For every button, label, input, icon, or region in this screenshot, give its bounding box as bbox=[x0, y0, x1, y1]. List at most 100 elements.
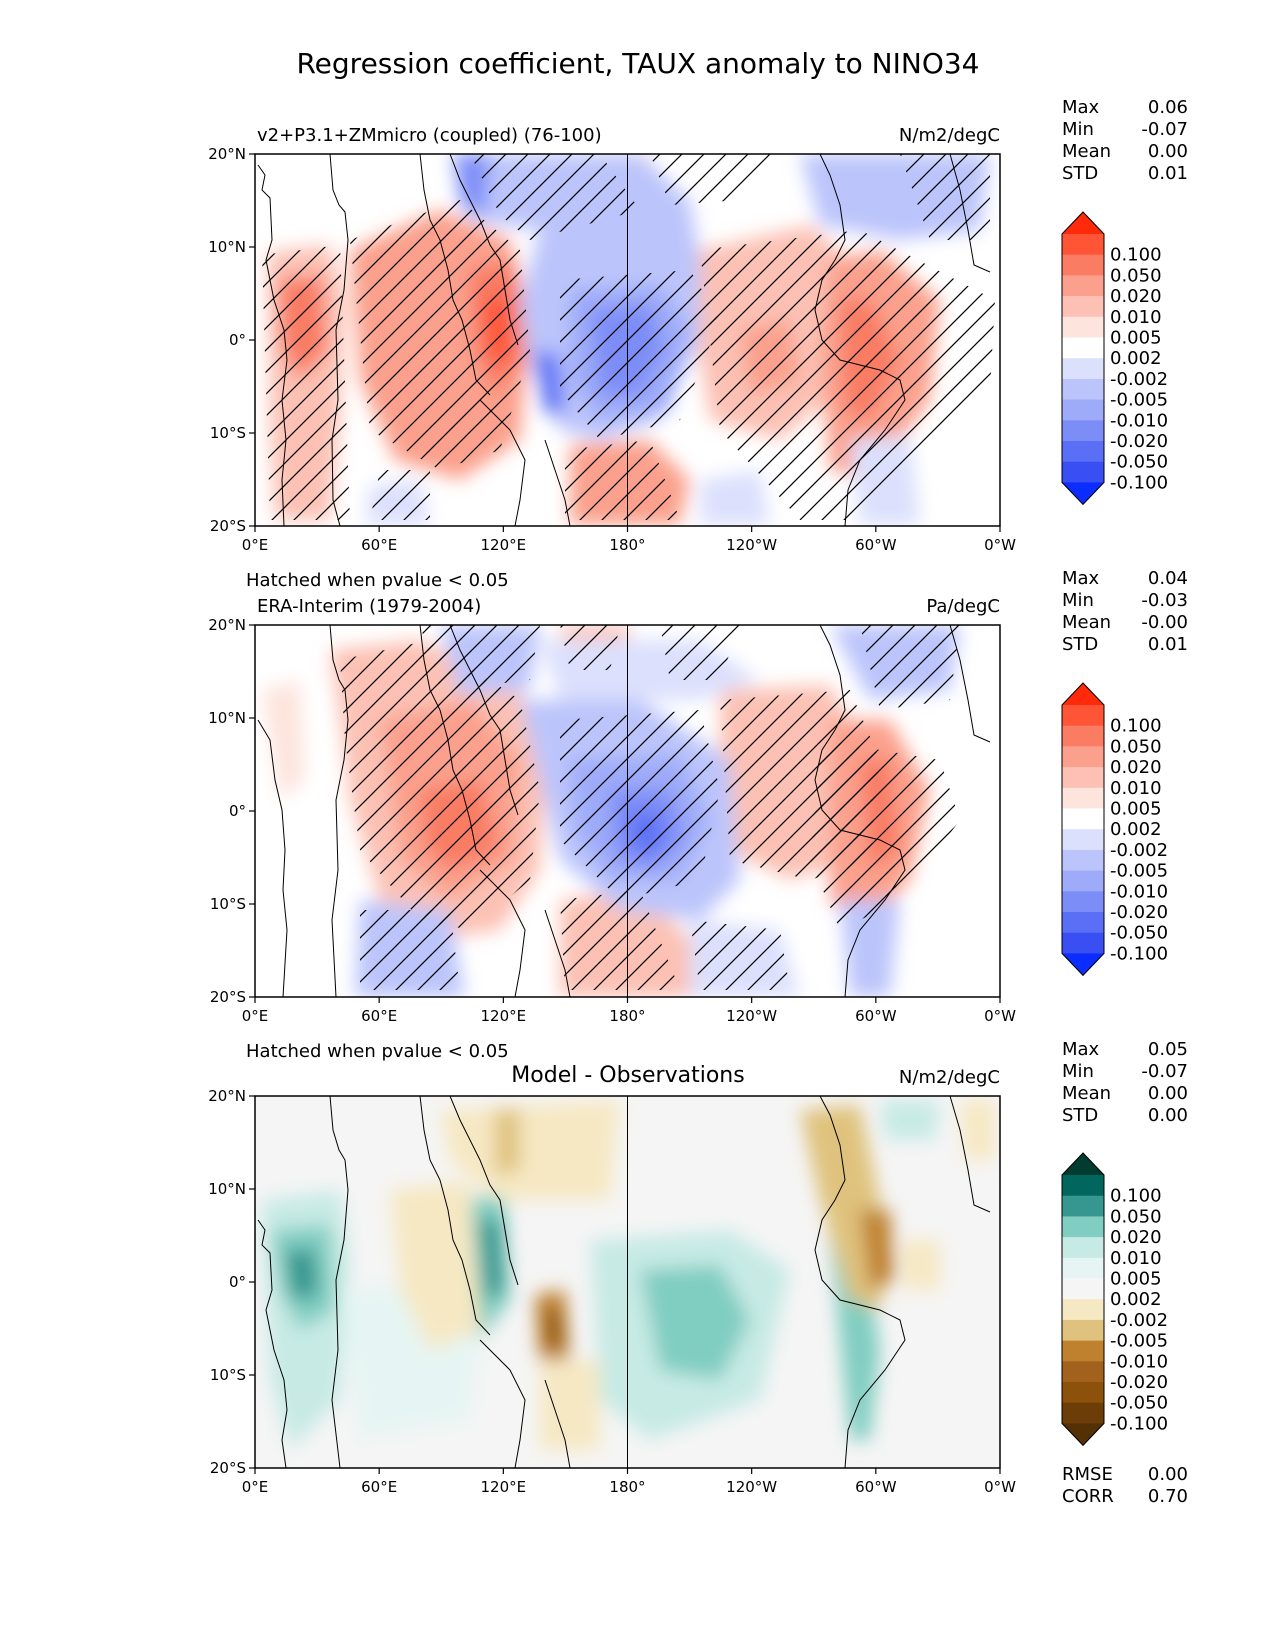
colorbar-label: -0.010 bbox=[1110, 881, 1168, 902]
colorbar: 0.1000.0500.0200.0100.0050.002-0.002-0.0… bbox=[1061, 1152, 1168, 1447]
x-tick-label: 120°E bbox=[481, 1007, 527, 1025]
colorbar-extend-top bbox=[1062, 212, 1104, 234]
colorbar-outline bbox=[1061, 1152, 1105, 1447]
colorbar-label: -0.020 bbox=[1110, 1372, 1168, 1393]
colorbar-label: -0.020 bbox=[1110, 902, 1168, 923]
y-tick-label: 10°S bbox=[210, 895, 246, 913]
contour-se-neg bbox=[700, 470, 770, 525]
colorbar-label: 0.100 bbox=[1110, 716, 1162, 737]
coastlines bbox=[257, 154, 991, 526]
colorbar-band bbox=[1062, 254, 1104, 276]
x-tick-label: 60°E bbox=[361, 536, 397, 554]
stat-value: 0.00 bbox=[1148, 1083, 1188, 1104]
colorbar-label: 0.050 bbox=[1110, 265, 1162, 286]
colorbar-band bbox=[1062, 932, 1104, 954]
y-tick-label: 0° bbox=[229, 802, 246, 820]
colorbar-band bbox=[1062, 746, 1104, 768]
colorbar-extend-bottom bbox=[1062, 482, 1104, 505]
panel-model: v2+P3.1+ZMmicro (coupled) (76-100) N/m2/… bbox=[208, 97, 1188, 554]
stat-label: STD bbox=[1062, 163, 1098, 184]
colorbar-band bbox=[1062, 725, 1104, 747]
colorbar-band bbox=[1062, 787, 1104, 809]
colorbar-band bbox=[1062, 461, 1104, 483]
colorbar-band bbox=[1062, 1402, 1104, 1424]
y-tick-label: 10°N bbox=[208, 1180, 246, 1198]
contour-mc-teal-core bbox=[478, 1220, 505, 1300]
page-title: Regression coefficient, TAUX anomaly to … bbox=[296, 47, 979, 80]
stat-value: 0.05 bbox=[1148, 1039, 1188, 1060]
colorbar-band bbox=[1062, 1299, 1104, 1321]
stat-value: 0.70 bbox=[1148, 1486, 1188, 1507]
x-tick-label: 60°W bbox=[855, 536, 897, 554]
stat-value: -0.07 bbox=[1141, 119, 1188, 140]
y-tick-label: 20°N bbox=[208, 145, 246, 163]
colorbar-band bbox=[1062, 358, 1104, 380]
colorbar-band bbox=[1062, 1257, 1104, 1279]
panel-title: v2+P3.1+ZMmicro (coupled) (76-100) bbox=[257, 125, 602, 146]
colorbar-label: -0.005 bbox=[1110, 861, 1168, 882]
colorbar-band bbox=[1062, 849, 1104, 872]
colorbar-band bbox=[1062, 1195, 1104, 1217]
panel-units: Pa/degC bbox=[926, 596, 1000, 617]
x-axis: 0°E 60°E 120°E 180° 120°W 60°W 0°W bbox=[242, 1468, 1016, 1496]
stat-label: Mean bbox=[1062, 141, 1111, 162]
stat-label: Min bbox=[1062, 1061, 1094, 1082]
colorbar-band bbox=[1062, 399, 1104, 421]
contour-mc-brown-core bbox=[545, 1310, 562, 1348]
colorbar-band bbox=[1062, 1278, 1104, 1300]
colorbar-band bbox=[1062, 337, 1104, 359]
panel-title: ERA-Interim (1979-2004) bbox=[257, 596, 481, 617]
stat-value: 0.06 bbox=[1148, 97, 1188, 118]
stat-value: 0.01 bbox=[1148, 634, 1188, 655]
colorbar-outline bbox=[1061, 211, 1105, 506]
y-tick-label: 10°S bbox=[210, 424, 246, 442]
panel-observations: Hatched when pvalue < 0.05 ERA-Interim (… bbox=[208, 568, 1188, 1025]
stat-label: Mean bbox=[1062, 612, 1111, 633]
colorbar-extend-bottom bbox=[1062, 1423, 1104, 1446]
stat-value: -0.07 bbox=[1141, 1061, 1188, 1082]
stat-value: -0.03 bbox=[1141, 590, 1188, 611]
hatch-note: Hatched when pvalue < 0.05 bbox=[246, 1041, 509, 1062]
colorbar-label: 0.100 bbox=[1110, 1186, 1162, 1207]
x-tick-label: 120°E bbox=[481, 536, 527, 554]
stat-label: RMSE bbox=[1062, 1464, 1113, 1485]
contour-ne-teal bbox=[880, 1100, 940, 1140]
contour-io-tan bbox=[390, 1180, 480, 1350]
colorbar-label: -0.010 bbox=[1110, 1351, 1168, 1372]
colorbar-label: -0.005 bbox=[1110, 1331, 1168, 1352]
colorbar-label: 0.050 bbox=[1110, 736, 1162, 757]
x-tick-label: 0°E bbox=[242, 1478, 269, 1496]
colorbar-band bbox=[1062, 441, 1104, 463]
colorbar-extend-top bbox=[1062, 1153, 1104, 1175]
contour-africa-teal-core bbox=[285, 1250, 318, 1300]
colorbar-label: -0.050 bbox=[1110, 452, 1168, 473]
colorbar-label: 0.005 bbox=[1110, 1269, 1162, 1290]
y-axis: 20°N 10°N 0° 10°S 20°S bbox=[208, 616, 255, 1006]
stat-value: 0.00 bbox=[1148, 1464, 1188, 1485]
stat-label: Max bbox=[1062, 97, 1100, 118]
y-tick-label: 20°N bbox=[208, 616, 246, 634]
stat-label: Max bbox=[1062, 1039, 1100, 1060]
colorbar-label: 0.020 bbox=[1110, 286, 1162, 307]
stat-label: Min bbox=[1062, 119, 1094, 140]
panel-units: N/m2/degC bbox=[899, 125, 1000, 146]
y-tick-label: 20°S bbox=[210, 517, 246, 535]
colorbar-label: 0.010 bbox=[1110, 307, 1162, 328]
colorbar-band bbox=[1062, 1237, 1104, 1259]
y-tick-label: 0° bbox=[229, 1273, 246, 1291]
contour-field bbox=[255, 1096, 1000, 1468]
contour-sam-neg bbox=[840, 900, 900, 997]
colorbar-band bbox=[1062, 420, 1104, 442]
colorbar: 0.1000.0500.0200.0100.0050.002-0.002-0.0… bbox=[1061, 682, 1168, 977]
colorbar-label: 0.020 bbox=[1110, 1227, 1162, 1248]
y-tick-label: 10°S bbox=[210, 1366, 246, 1384]
stat-label: STD bbox=[1062, 1105, 1098, 1126]
colorbar-label: -0.050 bbox=[1110, 1393, 1168, 1414]
x-tick-label: 60°W bbox=[855, 1007, 897, 1025]
contour-field bbox=[255, 625, 1000, 997]
colorbar-band bbox=[1062, 912, 1104, 934]
panel-title: Model - Observations bbox=[511, 1063, 744, 1088]
colorbar: 0.1000.0500.0200.0100.0050.002-0.002-0.0… bbox=[1061, 211, 1168, 506]
colorbar-label: 0.005 bbox=[1110, 799, 1162, 820]
